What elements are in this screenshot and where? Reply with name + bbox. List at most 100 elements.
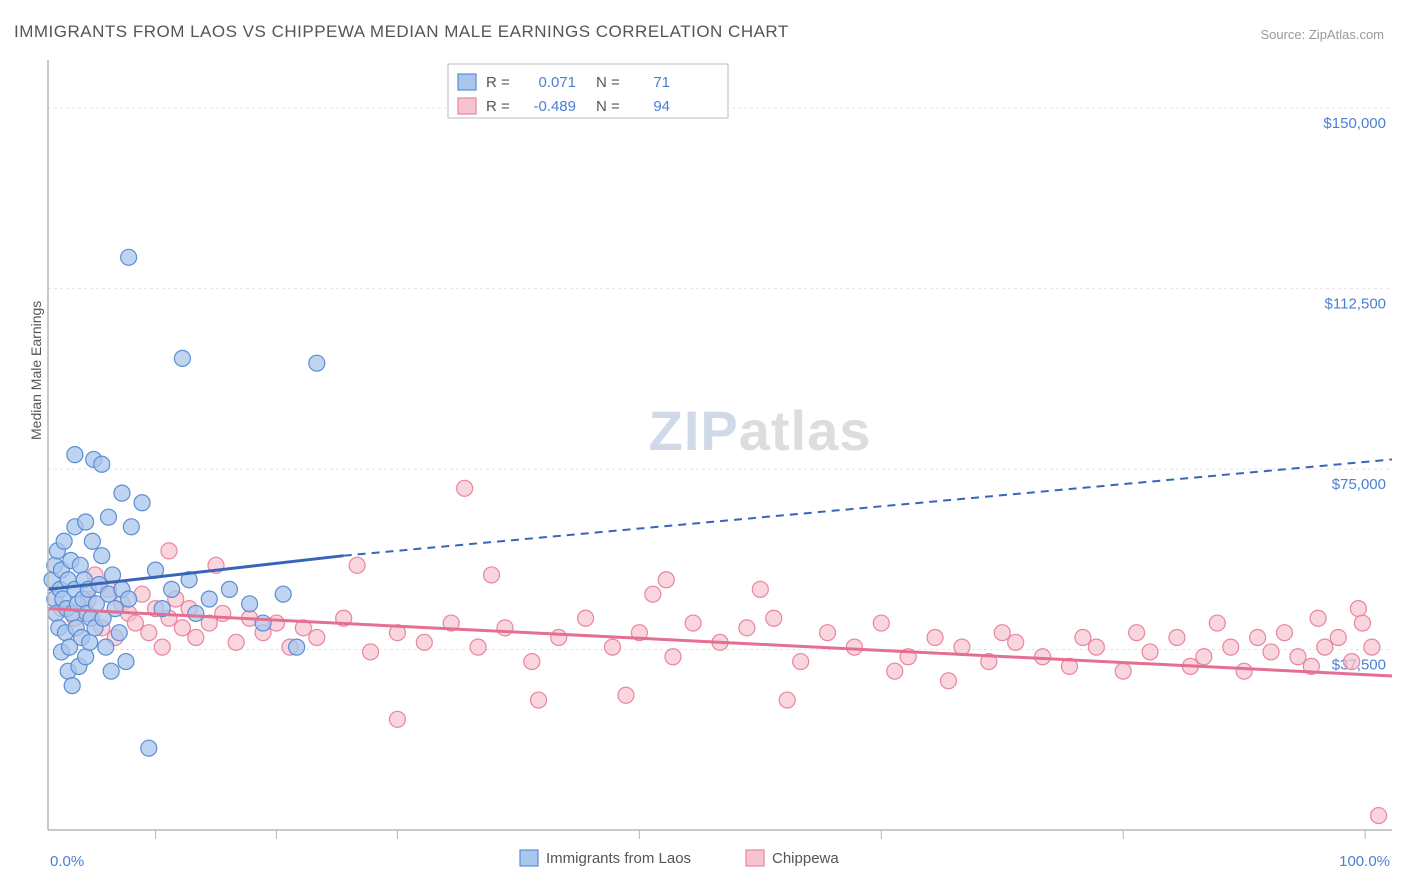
chippewa-point	[127, 615, 143, 631]
chippewa-point	[658, 572, 674, 588]
laos-point	[134, 495, 150, 511]
laos-point	[72, 557, 88, 573]
laos-point	[141, 740, 157, 756]
laos-point	[67, 447, 83, 463]
bottom-legend-label: Immigrants from Laos	[546, 850, 691, 867]
watermark: ZIPatlas	[649, 399, 872, 462]
chippewa-point	[752, 581, 768, 597]
chippewa-point	[161, 543, 177, 559]
laos-point	[289, 639, 305, 655]
chippewa-point	[524, 654, 540, 670]
chippewa-point	[1142, 644, 1158, 660]
chippewa-point	[1169, 630, 1185, 646]
chippewa-point	[188, 630, 204, 646]
chippewa-point	[1344, 654, 1360, 670]
chippewa-point	[1290, 649, 1306, 665]
chippewa-point	[1250, 630, 1266, 646]
laos-point	[84, 533, 100, 549]
chippewa-point	[1236, 663, 1252, 679]
laos-point	[64, 678, 80, 694]
laos-point	[111, 625, 127, 641]
chippewa-point	[887, 663, 903, 679]
bottom-legend-label: Chippewa	[772, 850, 839, 867]
chippewa-point	[685, 615, 701, 631]
chippewa-point	[551, 630, 567, 646]
legend-r-value: -0.489	[533, 98, 576, 115]
laos-trend-dash	[344, 459, 1392, 555]
chippewa-point	[927, 630, 943, 646]
chippewa-point	[470, 639, 486, 655]
chippewa-point	[873, 615, 889, 631]
chippewa-point	[497, 620, 513, 636]
y-tick-label: $112,500	[1325, 296, 1386, 313]
bottom-legend-swatch	[520, 850, 538, 866]
chippewa-point	[141, 625, 157, 641]
chippewa-point	[1371, 808, 1387, 824]
chippewa-point	[1354, 615, 1370, 631]
y-tick-label: $75,000	[1332, 476, 1386, 493]
chippewa-point	[1317, 639, 1333, 655]
laos-point	[118, 654, 134, 670]
chippewa-point	[1075, 630, 1091, 646]
laos-point	[164, 581, 180, 597]
laos-point	[242, 596, 258, 612]
chippewa-point	[416, 634, 432, 650]
chippewa-point	[1223, 639, 1239, 655]
laos-point	[94, 456, 110, 472]
laos-point	[78, 514, 94, 530]
laos-point	[255, 615, 271, 631]
laos-point	[114, 485, 130, 501]
chippewa-point	[174, 620, 190, 636]
chippewa-point	[228, 634, 244, 650]
chippewa-point	[779, 692, 795, 708]
chippewa-point	[363, 644, 379, 660]
laos-point	[78, 649, 94, 665]
laos-point	[221, 581, 237, 597]
x-max-label: 100.0%	[1339, 853, 1390, 870]
chippewa-point	[739, 620, 755, 636]
laos-point	[121, 591, 137, 607]
legend-swatch	[458, 74, 476, 90]
chippewa-point	[1088, 639, 1104, 655]
chippewa-point	[349, 557, 365, 573]
chippewa-point	[820, 625, 836, 641]
chippewa-point	[1276, 625, 1292, 641]
laos-point	[123, 519, 139, 535]
chippewa-point	[940, 673, 956, 689]
laos-point	[56, 533, 72, 549]
laos-point	[201, 591, 217, 607]
chippewa-point	[846, 639, 862, 655]
legend-r-label: R =	[486, 98, 510, 115]
laos-point	[107, 601, 123, 617]
scatter-chart: $37,500$75,000$112,500$150,000 ZIPatlas …	[0, 0, 1406, 892]
chippewa-point	[154, 639, 170, 655]
laos-point	[103, 663, 119, 679]
chippewa-point	[1115, 663, 1131, 679]
chippewa-point	[1008, 634, 1024, 650]
laos-point	[174, 350, 190, 366]
chippewa-point	[645, 586, 661, 602]
chippewa-point	[1263, 644, 1279, 660]
legend-r-value: 0.071	[538, 74, 576, 91]
chippewa-trend-solid	[48, 609, 1392, 676]
laos-point	[82, 634, 98, 650]
y-tick-label: $150,000	[1323, 115, 1386, 132]
chippewa-point	[1129, 625, 1145, 641]
laos-point	[94, 548, 110, 564]
legend-n-label: N =	[596, 74, 620, 91]
legend-n-value: 94	[653, 98, 670, 115]
legend-n-value: 71	[653, 74, 670, 91]
legend-swatch	[458, 98, 476, 114]
chippewa-point	[531, 692, 547, 708]
chippewa-point	[1196, 649, 1212, 665]
chippewa-point	[389, 711, 405, 727]
chippewa-point	[665, 649, 681, 665]
chippewa-point	[994, 625, 1010, 641]
legend-n-label: N =	[596, 98, 620, 115]
chippewa-point	[1364, 639, 1380, 655]
laos-point	[188, 605, 204, 621]
chippewa-point	[1330, 630, 1346, 646]
x-min-label: 0.0%	[50, 853, 84, 870]
bottom-legend-swatch	[746, 850, 764, 866]
laos-point	[275, 586, 291, 602]
